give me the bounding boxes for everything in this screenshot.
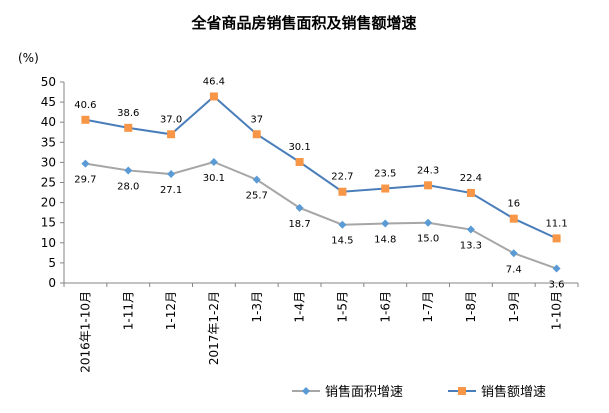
y-tick-label: 50 (41, 75, 56, 89)
data-label: 13.3 (460, 241, 482, 252)
legend-item-2: 销售额增速 (448, 384, 546, 400)
y-axis-label: (%) (18, 51, 39, 65)
y-tick-label: 5 (48, 256, 56, 270)
data-point (295, 157, 304, 166)
series-line (85, 160, 557, 270)
series-line (85, 95, 558, 240)
data-point (509, 214, 518, 223)
series-layer: 29.7 28.0 27.1 30.1 25.7 18.7 14.5 14.8 15.0 13.3… (74, 76, 567, 290)
legend-marker (458, 387, 466, 395)
data-label: 40.6 (74, 100, 96, 111)
y-tick-label: 10 (41, 236, 56, 250)
data-label: 22.7 (331, 172, 353, 183)
data-label: 16 (507, 199, 520, 210)
y-tick-label: 15 (41, 216, 56, 230)
data-label: 37.0 (160, 114, 182, 125)
data-point (124, 166, 133, 175)
data-point (167, 170, 176, 179)
data-point (209, 92, 218, 101)
y-tick-label: 30 (41, 155, 56, 169)
data-label: 30.1 (203, 173, 225, 184)
y-tick-label: 35 (41, 135, 56, 149)
x-tick-label: 1-8月 (464, 291, 478, 323)
data-point (466, 225, 475, 234)
legend-marker (302, 387, 310, 395)
data-label: 28.0 (117, 181, 139, 192)
data-label: 3.6 (549, 280, 565, 291)
data-point (424, 218, 433, 227)
data-label: 14.5 (331, 236, 353, 247)
series-2: 40.6 38.6 37.0 46.4 37 30.1 22.7 23.5 24.3 22.4 16… (74, 76, 568, 243)
data-point (338, 187, 347, 196)
y-tick-label: 25 (41, 176, 56, 190)
legend-item-1: 销售面积增速 (292, 384, 403, 400)
x-tick-label: 1-6月 (378, 291, 392, 323)
data-point (424, 181, 433, 190)
data-label: 7.4 (506, 264, 522, 275)
data-point (381, 184, 390, 193)
chart-title: 全省商品房销售面积及销售额增速 (190, 14, 416, 32)
data-point (381, 219, 390, 228)
data-point (209, 157, 218, 166)
data-label: 30.1 (288, 142, 310, 153)
data-point (252, 130, 261, 139)
data-label: 24.3 (417, 165, 439, 176)
data-point (124, 123, 133, 132)
data-label: 14.8 (374, 235, 396, 246)
axes: 0 5 10 15 20 25 30 35 40 45 50 2016年1-10月 1-11月 1-12月… (41, 75, 579, 373)
data-label: 27.1 (160, 185, 182, 196)
x-tick-label: 1-9月 (507, 291, 521, 323)
x-tick-label: 2016年1-10月 (78, 291, 92, 373)
data-label: 29.7 (74, 175, 96, 186)
data-label: 25.7 (246, 191, 268, 202)
data-label: 37 (250, 114, 263, 125)
x-tick-label: 1-7月 (421, 291, 435, 323)
x-tick-label: 1-3月 (250, 291, 264, 323)
x-tick-label: 1-11月 (121, 291, 135, 330)
data-label: 23.5 (374, 169, 396, 180)
x-tick-label: 1-10月 (550, 291, 564, 330)
y-tick-label: 45 (41, 95, 56, 109)
data-point (252, 175, 261, 184)
x-tick-label: 1-12月 (164, 291, 178, 330)
data-point (167, 130, 176, 139)
legend: 销售面积增速 销售额增速 (292, 384, 546, 400)
data-point (466, 188, 475, 197)
y-tick-label: 20 (41, 196, 56, 210)
data-label: 38.6 (117, 108, 139, 119)
data-label: 18.7 (288, 219, 310, 230)
data-point (295, 203, 304, 212)
data-point (552, 264, 561, 273)
x-tick-label: 1-5月 (335, 291, 349, 323)
y-tick-label: 40 (41, 115, 56, 129)
x-tick-label: 1-4月 (293, 291, 307, 323)
x-tick-label: 2017年1-2月 (207, 291, 221, 365)
legend-label: 销售额增速 (481, 384, 546, 400)
data-label: 15.0 (417, 234, 439, 245)
data-point (81, 115, 90, 124)
data-label: 22.4 (460, 173, 482, 184)
data-label: 46.4 (203, 76, 225, 87)
data-point (81, 159, 90, 168)
data-label: 11.1 (545, 218, 567, 229)
series-1: 29.7 28.0 27.1 30.1 25.7 18.7 14.5 14.8 15.0 13.3… (74, 157, 565, 291)
y-tick-label: 0 (48, 276, 56, 290)
data-point (552, 234, 561, 243)
data-point (338, 220, 347, 229)
legend-label: 销售面积增速 (325, 384, 403, 400)
data-point (509, 249, 518, 258)
